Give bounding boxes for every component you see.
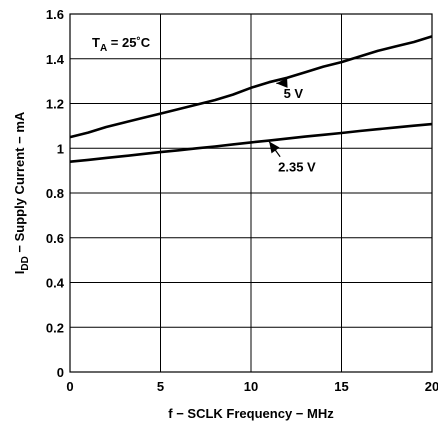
y-tick-label: 0.4 <box>46 276 65 291</box>
x-axis-title: f − SCLK Frequency − MHz <box>168 406 334 421</box>
x-tick-label: 20 <box>425 379 438 394</box>
y-axis-title-rest: − Supply Current − mA <box>12 111 27 256</box>
x-tick-label: 15 <box>334 379 348 394</box>
y-axis-title-main: I <box>12 271 27 275</box>
y-tick-label: 0.2 <box>46 320 64 335</box>
plot-frame <box>69 13 433 373</box>
y-axis-title: IDD − Supply Current − mA <box>12 111 31 274</box>
series-arrowhead-5-v <box>276 77 288 88</box>
grid <box>70 14 432 372</box>
y-tick-label: 1 <box>57 141 64 156</box>
x-tick-label: 0 <box>66 379 73 394</box>
tick-labels: 0 5 10 15 20 0 0.2 0.4 0.6 0.8 1 1.2 1.4 1.6 <box>46 7 438 394</box>
y-tick-label: 1.2 <box>46 97 64 112</box>
y-tick-label: 0.6 <box>46 231 64 246</box>
annotation-sub: A <box>100 43 107 54</box>
annotation-rest: = 25˚C <box>107 35 151 50</box>
annotation-main: T <box>92 35 100 50</box>
y-tick-label: 1.6 <box>46 7 64 22</box>
series-label-2-35-v: 2.35 V <box>278 160 316 175</box>
y-tick-label: 0 <box>57 365 64 380</box>
temperature-annotation: TA = 25˚C <box>92 35 151 54</box>
svg-text:TA = 25˚C: TA = 25˚C <box>92 35 151 54</box>
y-axis-title-sub: DD <box>20 256 31 270</box>
series: 5 V 2.35 V <box>69 35 433 175</box>
series-arrowhead-2-35-v <box>269 141 280 154</box>
series-label-5-v: 5 V <box>284 86 304 101</box>
x-tick-label: 10 <box>244 379 258 394</box>
x-tick-label: 5 <box>157 379 164 394</box>
y-tick-label: 1.4 <box>46 52 65 67</box>
series-line-2-35-v <box>69 122 433 163</box>
y-tick-label: 0.8 <box>46 186 64 201</box>
series-line-5-v <box>69 35 433 139</box>
